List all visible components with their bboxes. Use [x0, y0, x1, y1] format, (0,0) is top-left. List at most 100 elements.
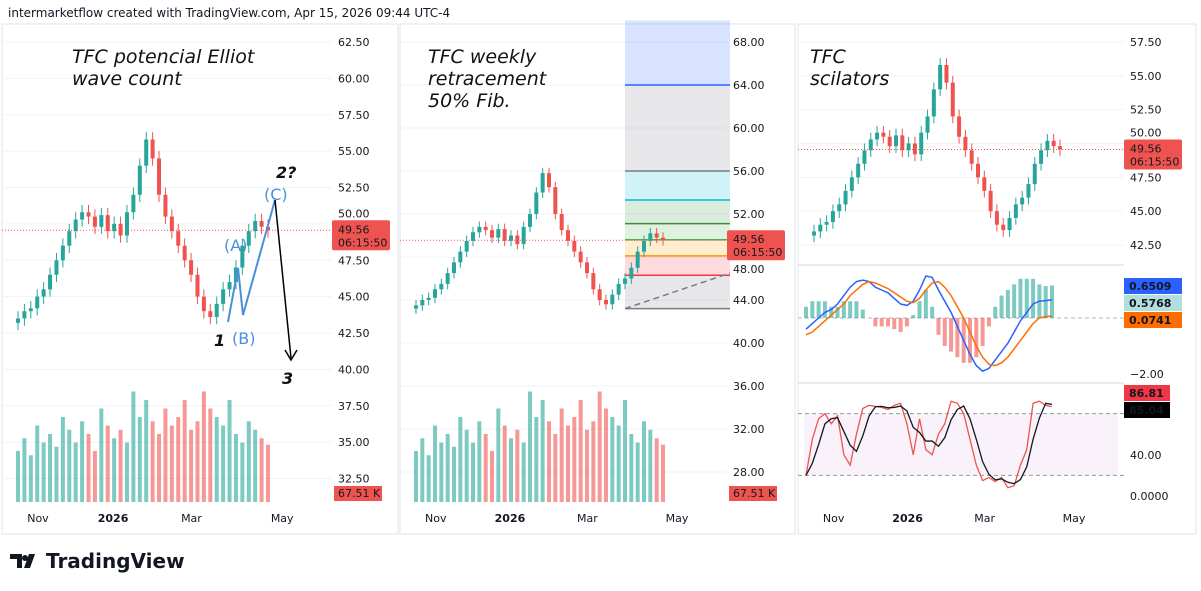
volume-bar	[623, 400, 627, 502]
candle-body	[919, 132, 924, 155]
candle-body	[73, 219, 78, 232]
volume-bar	[635, 442, 640, 502]
macd-value: 0.0741	[1129, 314, 1171, 327]
candle-body	[931, 89, 936, 117]
x-tick-label: Nov	[27, 512, 49, 525]
wave-3-arrow	[274, 199, 292, 359]
candle-body	[433, 289, 437, 298]
candle-body	[912, 143, 917, 155]
candle-body	[137, 165, 142, 195]
candle-body	[938, 65, 943, 90]
x-tick-label: May	[666, 512, 689, 525]
volume-bar	[131, 391, 136, 502]
volume-bar	[515, 429, 520, 502]
candle-body	[994, 211, 999, 225]
y-tick-label: 44.00	[733, 294, 765, 307]
volume-bar	[654, 438, 659, 502]
candle-body	[547, 173, 551, 188]
candle-body	[60, 245, 65, 261]
candle-body	[253, 220, 258, 232]
macd-histogram-bar	[911, 315, 916, 318]
candle-body	[124, 212, 129, 236]
y-tick-label: 45.00	[1130, 205, 1162, 218]
candle-body	[604, 300, 608, 305]
candle-body	[824, 221, 829, 225]
wave-label: (A)	[224, 236, 247, 255]
macd-histogram-bar	[816, 301, 821, 318]
tradingview-logo[interactable]: TradingView	[10, 549, 185, 573]
candle-body	[982, 177, 987, 191]
volume-bar	[80, 421, 85, 502]
x-tick-label: May	[1063, 512, 1086, 525]
candle-body	[559, 214, 564, 231]
y-tick-label: 52.00	[733, 208, 765, 221]
y-tick-label: 50.00	[338, 207, 370, 220]
volume-bar	[483, 434, 488, 502]
x-tick-label: Mar	[181, 512, 202, 525]
macd-histogram-bar	[1043, 286, 1048, 318]
x-tick-label: May	[271, 512, 294, 525]
volume-bar	[578, 400, 583, 502]
candle-body	[176, 231, 181, 246]
volume-bar	[169, 425, 174, 502]
macd-histogram-bar	[980, 318, 985, 346]
chart-title: scilators	[810, 68, 889, 90]
candle-body	[521, 226, 526, 245]
candle-body	[856, 163, 861, 178]
candle-body	[629, 267, 634, 279]
y-tick-label: 56.00	[733, 165, 765, 178]
candle-body	[420, 300, 425, 306]
wave-label: 3	[282, 369, 293, 388]
volume-bar	[471, 442, 475, 502]
wave-label: 1	[214, 331, 225, 350]
candle-body	[988, 190, 993, 212]
candle-body	[195, 274, 200, 297]
volume-bar	[648, 429, 653, 502]
macd-histogram-bar	[879, 318, 884, 327]
candle-body	[654, 233, 659, 238]
candle-body	[208, 311, 213, 317]
y-tick-label: 28.00	[733, 466, 765, 479]
volume-bar	[240, 442, 245, 502]
y-tick-label: 50.00	[1130, 126, 1162, 139]
price-label	[1124, 139, 1182, 170]
fib-zone	[625, 275, 730, 309]
y-tick-label: 32.00	[733, 423, 765, 436]
fib-zone	[625, 239, 730, 256]
volume-bar	[534, 417, 539, 502]
wave-abc-line	[227, 199, 276, 323]
candle-body	[661, 237, 665, 241]
volume-bar	[54, 446, 59, 502]
y-tick-label: 60.00	[338, 72, 370, 85]
volume-bar	[221, 425, 226, 502]
volume-bar	[458, 417, 463, 502]
stoch-d-line	[805, 402, 1053, 485]
candle-body	[118, 223, 123, 236]
volume-bar	[452, 446, 456, 502]
candle-body	[830, 211, 835, 222]
volume-bar	[502, 425, 507, 502]
fib-zone	[625, 200, 730, 224]
volume-bar	[233, 434, 238, 502]
macd-histogram-bar	[860, 309, 865, 318]
candle-body	[950, 82, 955, 117]
candle-body	[1001, 224, 1006, 231]
volume-bar	[414, 451, 418, 502]
volume-bar	[60, 417, 65, 502]
candle-body	[41, 289, 46, 297]
candle-body	[875, 132, 880, 140]
volume-bar	[67, 429, 72, 502]
macd-histogram-bar	[1018, 278, 1023, 318]
volume-bar	[509, 438, 513, 502]
volume-bar	[227, 400, 232, 502]
fib-zone	[625, 223, 730, 240]
candle-body	[818, 224, 823, 232]
volume-bar	[124, 442, 129, 502]
candle-body	[471, 232, 475, 241]
macd-histogram-bar	[936, 318, 941, 335]
y-tick-label: 52.50	[1130, 104, 1162, 117]
arrow-head-icon	[284, 349, 298, 362]
candle-body	[477, 226, 482, 233]
macd-histogram-bar	[923, 290, 928, 318]
